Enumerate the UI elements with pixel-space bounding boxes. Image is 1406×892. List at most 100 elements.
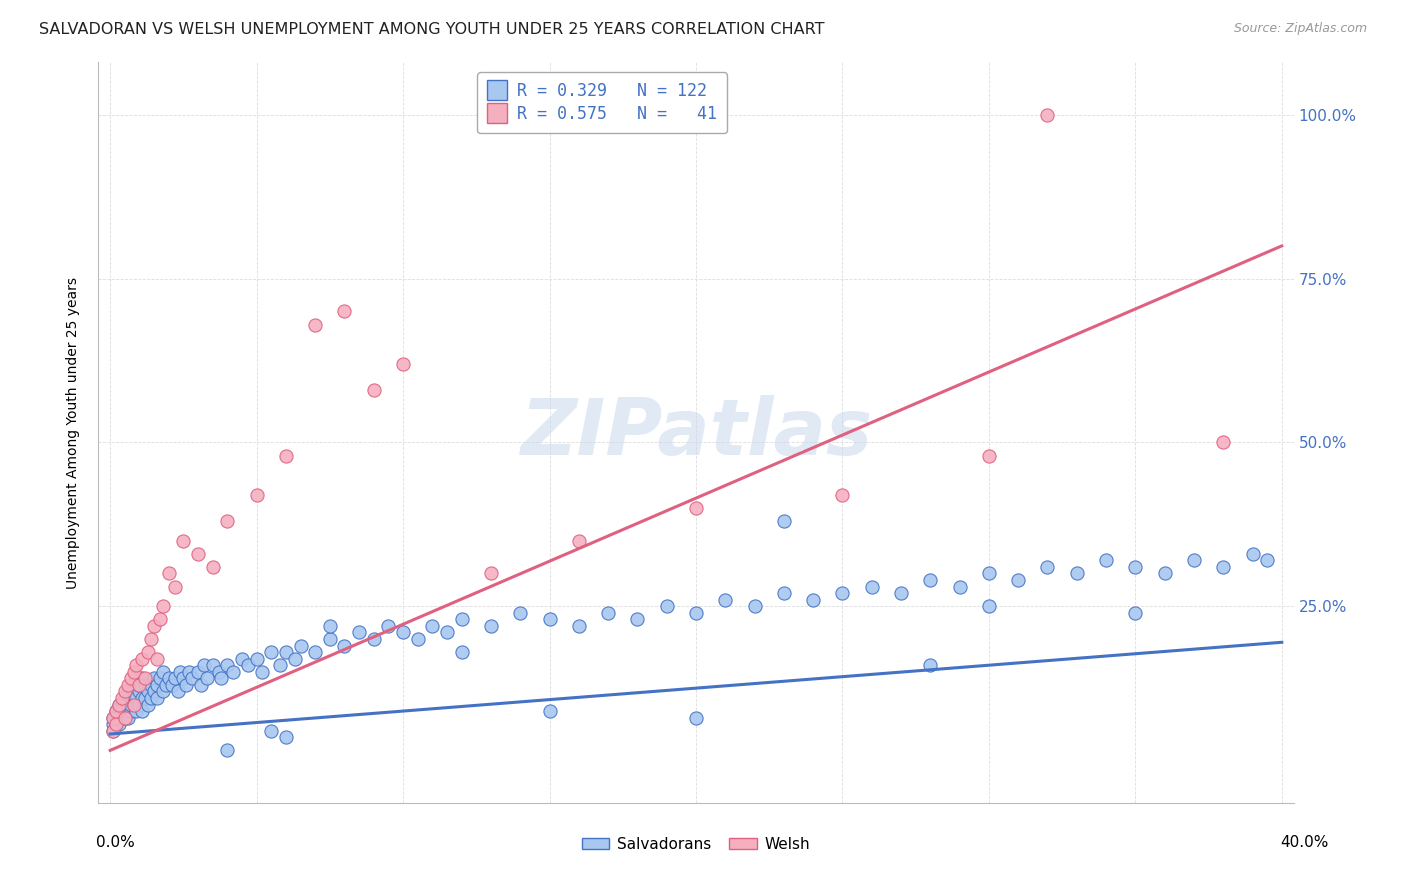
Point bbox=[105, 704, 128, 718]
Point bbox=[1125, 560, 1147, 574]
Point bbox=[363, 632, 385, 646]
Point bbox=[141, 678, 163, 692]
Point bbox=[685, 711, 707, 725]
Point bbox=[890, 586, 912, 600]
Point bbox=[217, 514, 239, 528]
Point bbox=[773, 586, 796, 600]
Point bbox=[114, 704, 136, 718]
Text: 40.0%: 40.0% bbox=[1281, 836, 1329, 850]
Point bbox=[117, 678, 139, 692]
Point bbox=[134, 678, 156, 692]
Point bbox=[655, 599, 678, 614]
Point bbox=[105, 711, 128, 725]
Point bbox=[236, 658, 259, 673]
Point bbox=[128, 684, 150, 698]
Point bbox=[120, 704, 142, 718]
Point bbox=[920, 573, 942, 587]
Point bbox=[131, 704, 153, 718]
Point bbox=[174, 678, 197, 692]
Point bbox=[1212, 435, 1234, 450]
Point bbox=[172, 533, 194, 548]
Point bbox=[538, 612, 561, 626]
Point bbox=[920, 658, 942, 673]
Point bbox=[252, 665, 274, 679]
Point bbox=[319, 632, 342, 646]
Point bbox=[260, 723, 283, 738]
Point bbox=[831, 488, 853, 502]
Point bbox=[143, 684, 166, 698]
Point bbox=[598, 606, 620, 620]
Point bbox=[141, 690, 163, 705]
Point bbox=[831, 586, 853, 600]
Point bbox=[977, 449, 1000, 463]
Point bbox=[195, 671, 218, 685]
Point bbox=[146, 690, 169, 705]
Point bbox=[128, 678, 150, 692]
Point bbox=[1066, 566, 1088, 581]
Point bbox=[290, 639, 312, 653]
Point bbox=[406, 632, 429, 646]
Point bbox=[163, 580, 186, 594]
Point bbox=[160, 678, 183, 692]
Point bbox=[108, 704, 131, 718]
Point bbox=[108, 717, 131, 731]
Point bbox=[187, 547, 209, 561]
Point bbox=[120, 690, 142, 705]
Point bbox=[122, 698, 145, 712]
Point bbox=[977, 599, 1000, 614]
Text: Source: ZipAtlas.com: Source: ZipAtlas.com bbox=[1233, 22, 1367, 36]
Point bbox=[231, 651, 253, 665]
Point bbox=[333, 304, 356, 318]
Point bbox=[479, 566, 502, 581]
Point bbox=[509, 606, 531, 620]
Point bbox=[149, 671, 172, 685]
Point bbox=[136, 698, 159, 712]
Point bbox=[143, 671, 166, 685]
Point bbox=[111, 698, 134, 712]
Point bbox=[422, 619, 444, 633]
Point bbox=[801, 592, 824, 607]
Text: 0.0%: 0.0% bbox=[96, 836, 135, 850]
Point bbox=[450, 612, 472, 626]
Point bbox=[172, 671, 194, 685]
Point bbox=[392, 357, 415, 371]
Point bbox=[136, 645, 159, 659]
Text: SALVADORAN VS WELSH UNEMPLOYMENT AMONG YOUTH UNDER 25 YEARS CORRELATION CHART: SALVADORAN VS WELSH UNEMPLOYMENT AMONG Y… bbox=[39, 22, 825, 37]
Point bbox=[152, 684, 174, 698]
Point bbox=[1153, 566, 1175, 581]
Point bbox=[1241, 547, 1264, 561]
Point bbox=[304, 645, 326, 659]
Point bbox=[181, 671, 204, 685]
Point bbox=[217, 743, 239, 757]
Point bbox=[125, 658, 148, 673]
Point bbox=[105, 717, 128, 731]
Point bbox=[163, 671, 186, 685]
Point bbox=[157, 671, 180, 685]
Point bbox=[377, 619, 399, 633]
Point bbox=[120, 698, 142, 712]
Point bbox=[136, 684, 159, 698]
Point bbox=[363, 383, 385, 397]
Point bbox=[111, 690, 134, 705]
Legend: Salvadorans, Welsh: Salvadorans, Welsh bbox=[575, 830, 817, 858]
Point bbox=[114, 711, 136, 725]
Point bbox=[860, 580, 883, 594]
Point bbox=[122, 698, 145, 712]
Point bbox=[269, 658, 291, 673]
Point bbox=[101, 711, 124, 725]
Point bbox=[568, 533, 591, 548]
Point bbox=[274, 449, 297, 463]
Point bbox=[125, 690, 148, 705]
Point bbox=[190, 678, 212, 692]
Point bbox=[211, 671, 233, 685]
Point bbox=[114, 684, 136, 698]
Point bbox=[114, 690, 136, 705]
Point bbox=[201, 658, 224, 673]
Point bbox=[246, 488, 269, 502]
Point bbox=[479, 619, 502, 633]
Point bbox=[169, 665, 191, 679]
Point bbox=[131, 651, 153, 665]
Point bbox=[1007, 573, 1029, 587]
Point bbox=[538, 704, 561, 718]
Point bbox=[436, 625, 458, 640]
